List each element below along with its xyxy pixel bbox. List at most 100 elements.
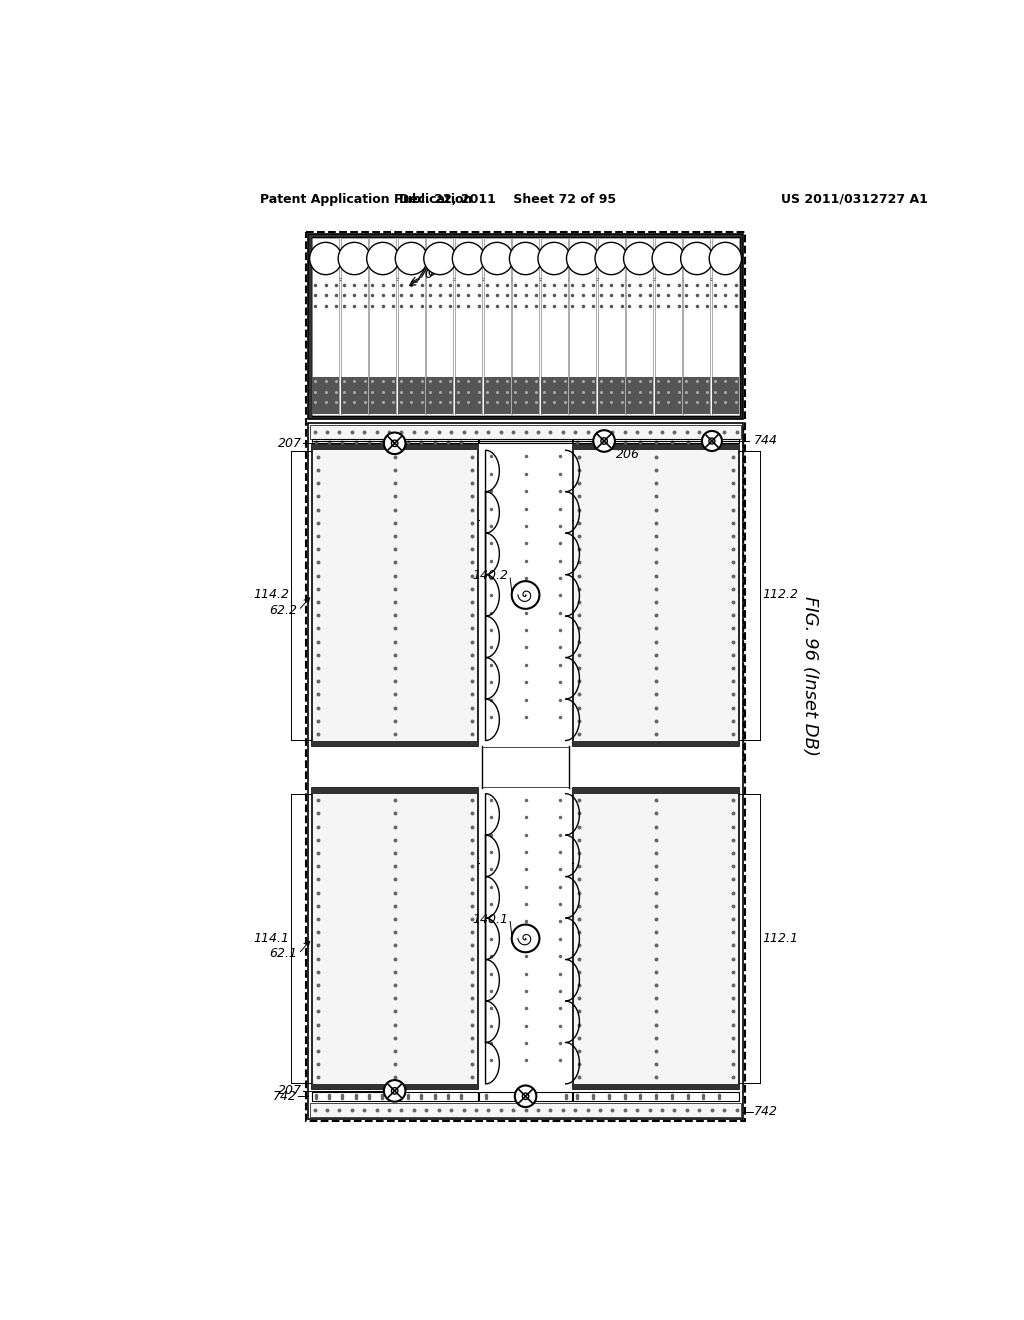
Bar (598, 238, 625, 414)
Text: 114.1: 114.1 (253, 932, 289, 945)
Bar (308, 234, 742, 418)
Bar (341, 378, 368, 414)
Bar (683, 238, 711, 414)
Text: 112.2: 112.2 (762, 589, 798, 602)
Circle shape (538, 243, 570, 275)
Circle shape (338, 243, 371, 275)
Bar (455, 378, 482, 414)
Circle shape (512, 924, 540, 952)
Circle shape (652, 243, 684, 275)
Text: 742: 742 (755, 1105, 778, 1118)
Circle shape (593, 430, 614, 451)
Text: Dec. 22, 2011    Sheet 72 of 95: Dec. 22, 2011 Sheet 72 of 95 (399, 193, 616, 206)
Circle shape (601, 438, 607, 445)
Circle shape (515, 1085, 537, 1107)
Circle shape (391, 1088, 398, 1094)
Bar (573, 1084, 739, 1089)
Circle shape (391, 440, 398, 446)
Circle shape (424, 243, 456, 275)
Bar (312, 788, 478, 793)
Bar (683, 378, 711, 414)
Bar (479, 438, 571, 1102)
Text: 207: 207 (279, 1084, 302, 1097)
Text: 112.1: 112.1 (762, 932, 798, 945)
Bar (306, 231, 745, 1121)
Bar (483, 238, 511, 414)
Bar (573, 788, 739, 1089)
Bar (627, 378, 653, 414)
Bar (426, 238, 454, 414)
Bar (598, 378, 625, 414)
Circle shape (701, 430, 722, 451)
Bar (654, 238, 682, 414)
Bar (479, 1092, 571, 1101)
Text: 62.1: 62.1 (269, 948, 297, 961)
Circle shape (309, 243, 342, 275)
Bar (712, 378, 739, 414)
Text: 114.2: 114.2 (253, 589, 289, 602)
Circle shape (522, 1093, 528, 1100)
Bar (312, 1084, 478, 1089)
Bar (627, 238, 653, 414)
Circle shape (367, 243, 399, 275)
Circle shape (512, 581, 540, 609)
Circle shape (453, 243, 484, 275)
Bar (541, 238, 567, 414)
Text: Patent Application Publication: Patent Application Publication (260, 193, 472, 206)
Text: 140.1: 140.1 (473, 912, 509, 925)
Bar (398, 378, 425, 414)
Circle shape (481, 243, 513, 275)
Bar (573, 438, 739, 444)
Bar (569, 238, 596, 414)
Text: 742: 742 (272, 1090, 297, 1102)
Bar (479, 438, 571, 444)
Bar (308, 424, 742, 1118)
Bar (569, 378, 596, 414)
Circle shape (709, 438, 715, 444)
Circle shape (681, 243, 713, 275)
Bar (398, 238, 425, 414)
Circle shape (595, 243, 628, 275)
Bar (483, 378, 511, 414)
Text: 70: 70 (416, 267, 434, 281)
Bar (312, 238, 339, 414)
Circle shape (624, 243, 656, 275)
Bar (312, 438, 478, 444)
Circle shape (384, 1080, 406, 1102)
Text: 62.2: 62.2 (269, 603, 297, 616)
Bar (312, 445, 478, 450)
Bar (310, 1104, 741, 1117)
Bar (573, 445, 739, 450)
Bar (573, 741, 739, 746)
Bar (512, 238, 539, 414)
Bar (712, 238, 739, 414)
Bar (426, 378, 454, 414)
Bar (654, 378, 682, 414)
Bar (310, 425, 741, 438)
Bar (370, 378, 396, 414)
Bar (512, 378, 539, 414)
Bar (312, 788, 478, 1089)
Text: US 2011/0312727 A1: US 2011/0312727 A1 (781, 193, 928, 206)
Circle shape (566, 243, 599, 275)
Text: 70: 70 (419, 264, 437, 279)
Text: FIG. 96 (Inset DB): FIG. 96 (Inset DB) (802, 595, 819, 756)
Circle shape (384, 433, 406, 454)
Bar (312, 741, 478, 746)
Bar (455, 238, 482, 414)
Text: 744: 744 (755, 434, 778, 447)
Bar (312, 378, 339, 414)
Text: 207: 207 (279, 437, 302, 450)
Circle shape (395, 243, 428, 275)
Bar (573, 1092, 739, 1101)
Text: 140.2: 140.2 (473, 569, 509, 582)
Bar (341, 238, 368, 414)
Bar (573, 788, 739, 793)
Bar (541, 378, 567, 414)
Bar (370, 238, 396, 414)
Circle shape (710, 243, 741, 275)
Text: 206: 206 (615, 449, 640, 462)
Bar (312, 1092, 478, 1101)
Bar (312, 445, 478, 746)
Circle shape (509, 243, 542, 275)
